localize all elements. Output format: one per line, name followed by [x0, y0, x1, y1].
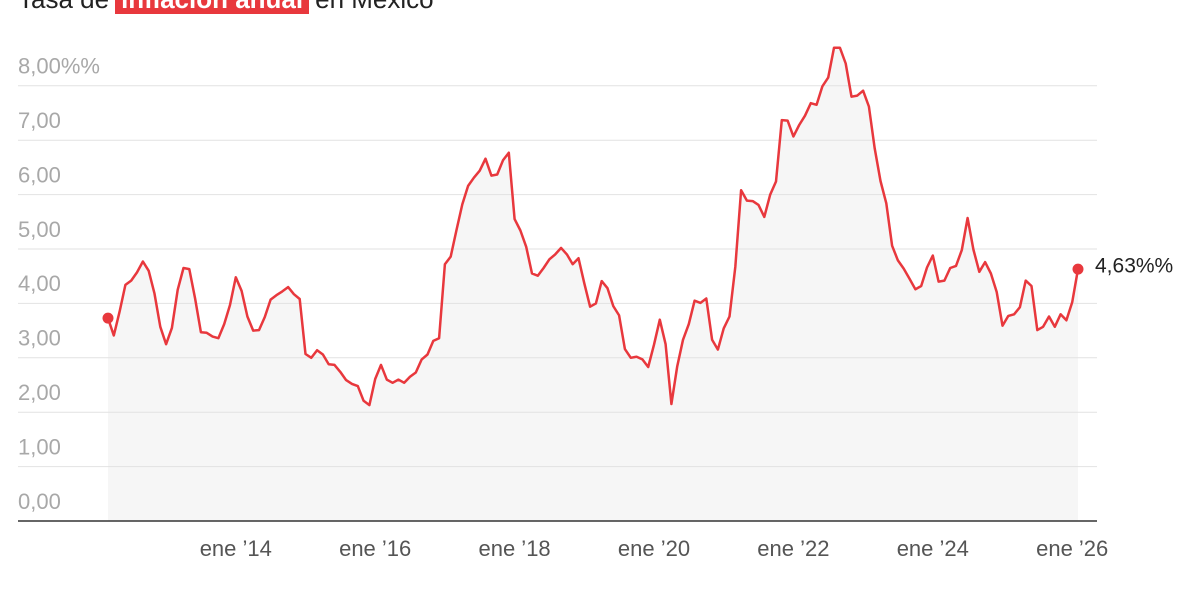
- title-prefix: Tasa de: [18, 0, 109, 14]
- end-label: 4,63%%: [1095, 255, 1173, 278]
- y-tick-label: 0,00: [18, 489, 61, 514]
- title-highlight: inflación anual: [115, 0, 310, 14]
- y-tick-label: 6,00: [18, 162, 61, 187]
- y-tick-label: 8,00%%: [18, 54, 100, 79]
- y-tick-label: 3,00: [18, 326, 61, 351]
- x-tick-label: ene ’22: [757, 536, 829, 561]
- start-dot: [102, 312, 114, 324]
- x-tick-label: ene ’16: [339, 536, 411, 561]
- y-tick-label: 1,00: [18, 434, 61, 459]
- x-tick-label: ene ’26: [1036, 536, 1108, 561]
- y-tick-label: 7,00: [18, 108, 61, 133]
- x-tick-label: ene ’24: [897, 536, 969, 561]
- x-tick-label: ene ’18: [478, 536, 550, 561]
- chart-title: Tasa de inflación anual en México: [18, 0, 434, 15]
- x-tick-label: ene ’14: [200, 536, 272, 561]
- title-suffix: en México: [315, 0, 434, 14]
- y-tick-label: 5,00: [18, 217, 61, 242]
- area: [108, 47, 1078, 521]
- y-tick-label: 2,00: [18, 380, 61, 405]
- y-tick-label: 4,00: [18, 271, 61, 296]
- line: [106, 46, 1080, 407]
- x-tick-label: ene ’20: [618, 536, 690, 561]
- end-dot: [1072, 263, 1084, 275]
